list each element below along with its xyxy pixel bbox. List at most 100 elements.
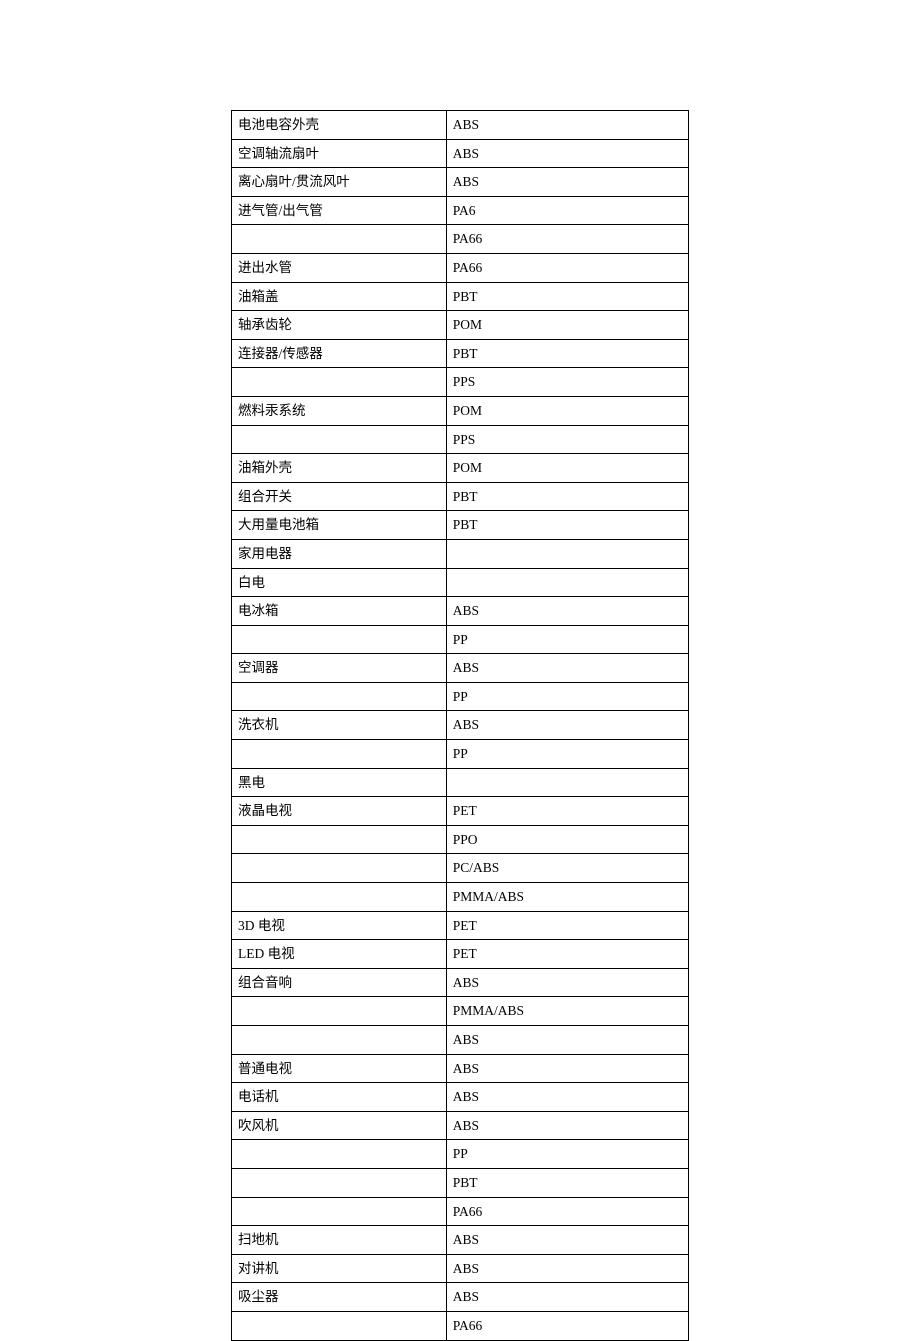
- cell-right: ABS: [446, 1226, 688, 1255]
- cell-left: [232, 1311, 447, 1340]
- cell-right: PA66: [446, 225, 688, 254]
- cell-left: [232, 1140, 447, 1169]
- cell-left: [232, 425, 447, 454]
- cell-right: POM: [446, 311, 688, 340]
- cell-right: PP: [446, 1140, 688, 1169]
- cell-right: PA66: [446, 253, 688, 282]
- cell-left: 3D 电视: [232, 911, 447, 940]
- cell-left: 液晶电视: [232, 797, 447, 826]
- table-row: PC/ABS: [232, 854, 689, 883]
- cell-right: ABS: [446, 139, 688, 168]
- materials-table-container: 电池电容外壳ABS空调轴流扇叶ABS离心扇叶/贯流风叶ABS进气管/出气管PA6…: [231, 110, 689, 1302]
- cell-left: 空调轴流扇叶: [232, 139, 447, 168]
- table-body: 电池电容外壳ABS空调轴流扇叶ABS离心扇叶/贯流风叶ABS进气管/出气管PA6…: [232, 111, 689, 1341]
- cell-left: [232, 625, 447, 654]
- table-row: PPS: [232, 425, 689, 454]
- cell-left: [232, 825, 447, 854]
- cell-right: ABS: [446, 1111, 688, 1140]
- cell-right: PP: [446, 740, 688, 769]
- table-row: PA66: [232, 1197, 689, 1226]
- cell-left: 进出水管: [232, 253, 447, 282]
- cell-right: PMMA/ABS: [446, 997, 688, 1026]
- table-row: 油箱外壳POM: [232, 454, 689, 483]
- cell-right: PA6: [446, 196, 688, 225]
- cell-left: [232, 682, 447, 711]
- cell-right: [446, 539, 688, 568]
- cell-right: ABS: [446, 111, 688, 140]
- cell-left: 吸尘器: [232, 1283, 447, 1312]
- cell-left: 空调器: [232, 654, 447, 683]
- table-row: PPS: [232, 368, 689, 397]
- table-row: 进气管/出气管PA6: [232, 196, 689, 225]
- cell-left: [232, 883, 447, 912]
- table-row: 连接器/传感器PBT: [232, 339, 689, 368]
- cell-left: [232, 225, 447, 254]
- materials-table: 电池电容外壳ABS空调轴流扇叶ABS离心扇叶/贯流风叶ABS进气管/出气管PA6…: [231, 110, 689, 1341]
- table-row: PP: [232, 682, 689, 711]
- cell-left: 燃料汞系统: [232, 396, 447, 425]
- cell-right: ABS: [446, 711, 688, 740]
- cell-left: 洗衣机: [232, 711, 447, 740]
- table-row: PP: [232, 625, 689, 654]
- cell-right: PET: [446, 797, 688, 826]
- cell-right: PET: [446, 911, 688, 940]
- table-row: PBT: [232, 1168, 689, 1197]
- table-row: 进出水管PA66: [232, 253, 689, 282]
- table-row: 轴承齿轮POM: [232, 311, 689, 340]
- cell-left: 对讲机: [232, 1254, 447, 1283]
- cell-right: PC/ABS: [446, 854, 688, 883]
- table-row: PPO: [232, 825, 689, 854]
- cell-left: [232, 368, 447, 397]
- table-row: 吸尘器ABS: [232, 1283, 689, 1312]
- table-row: 扫地机ABS: [232, 1226, 689, 1255]
- cell-left: 电池电容外壳: [232, 111, 447, 140]
- cell-left: 电冰箱: [232, 597, 447, 626]
- cell-left: 电话机: [232, 1083, 447, 1112]
- cell-right: PBT: [446, 339, 688, 368]
- cell-right: POM: [446, 396, 688, 425]
- cell-right: [446, 568, 688, 597]
- table-row: PMMA/ABS: [232, 883, 689, 912]
- cell-right: PBT: [446, 482, 688, 511]
- cell-right: PBT: [446, 511, 688, 540]
- cell-left: 大用量电池箱: [232, 511, 447, 540]
- table-row: PP: [232, 1140, 689, 1169]
- cell-right: ABS: [446, 1254, 688, 1283]
- cell-left: 进气管/出气管: [232, 196, 447, 225]
- cell-left: 离心扇叶/贯流风叶: [232, 168, 447, 197]
- cell-right: PBT: [446, 282, 688, 311]
- table-row: 黑电: [232, 768, 689, 797]
- table-row: 洗衣机ABS: [232, 711, 689, 740]
- cell-left: 油箱外壳: [232, 454, 447, 483]
- table-row: 液晶电视PET: [232, 797, 689, 826]
- cell-left: 油箱盖: [232, 282, 447, 311]
- cell-right: PBT: [446, 1168, 688, 1197]
- cell-right: PA66: [446, 1311, 688, 1340]
- cell-left: [232, 740, 447, 769]
- table-row: 电话机ABS: [232, 1083, 689, 1112]
- cell-left: 轴承齿轮: [232, 311, 447, 340]
- cell-left: 扫地机: [232, 1226, 447, 1255]
- table-row: 电池电容外壳ABS: [232, 111, 689, 140]
- table-row: 家用电器: [232, 539, 689, 568]
- cell-right: PET: [446, 940, 688, 969]
- table-row: 普通电视ABS: [232, 1054, 689, 1083]
- table-row: 吹风机ABS: [232, 1111, 689, 1140]
- cell-left: LED 电视: [232, 940, 447, 969]
- table-row: 组合开关PBT: [232, 482, 689, 511]
- table-row: 白电: [232, 568, 689, 597]
- cell-right: ABS: [446, 168, 688, 197]
- cell-left: 吹风机: [232, 1111, 447, 1140]
- table-row: 对讲机ABS: [232, 1254, 689, 1283]
- cell-left: [232, 1197, 447, 1226]
- table-row: 电冰箱ABS: [232, 597, 689, 626]
- table-row: 燃料汞系统POM: [232, 396, 689, 425]
- cell-left: [232, 1026, 447, 1055]
- cell-right: POM: [446, 454, 688, 483]
- cell-right: ABS: [446, 1026, 688, 1055]
- cell-left: 普通电视: [232, 1054, 447, 1083]
- cell-left: [232, 997, 447, 1026]
- cell-right: ABS: [446, 1083, 688, 1112]
- cell-right: PA66: [446, 1197, 688, 1226]
- table-row: 油箱盖PBT: [232, 282, 689, 311]
